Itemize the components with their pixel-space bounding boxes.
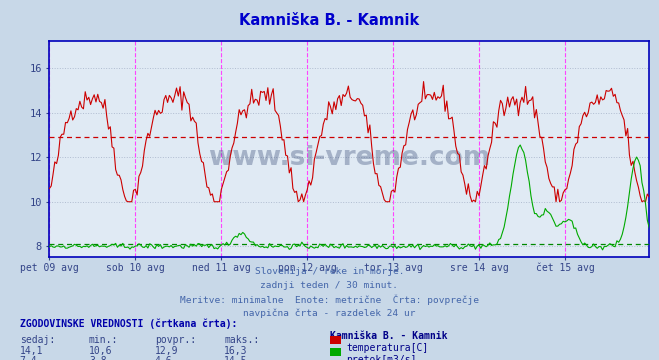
Text: Meritve: minimalne  Enote: metrične  Črta: povprečje: Meritve: minimalne Enote: metrične Črta:… (180, 294, 479, 305)
Text: povpr.:: povpr.: (155, 335, 196, 345)
Text: navpična črta - razdelek 24 ur: navpična črta - razdelek 24 ur (243, 308, 416, 318)
Text: zadnji teden / 30 minut.: zadnji teden / 30 minut. (260, 281, 399, 290)
Text: 4,6: 4,6 (155, 356, 173, 360)
Text: Kamniška B. - Kamnik: Kamniška B. - Kamnik (239, 13, 420, 28)
Text: 3,8: 3,8 (89, 356, 107, 360)
Text: pretok[m3/s]: pretok[m3/s] (346, 355, 416, 360)
Text: Kamniška B. - Kamnik: Kamniška B. - Kamnik (330, 331, 447, 341)
Text: 14,1: 14,1 (20, 346, 43, 356)
Text: 10,6: 10,6 (89, 346, 113, 356)
Text: 16,3: 16,3 (224, 346, 248, 356)
Text: 14,5: 14,5 (224, 356, 248, 360)
Text: ZGODOVINSKE VREDNOSTI (črtkana črta):: ZGODOVINSKE VREDNOSTI (črtkana črta): (20, 319, 237, 329)
Text: 7,4: 7,4 (20, 356, 38, 360)
Text: sedaj:: sedaj: (20, 335, 55, 345)
Text: Slovenija / reke in morje.: Slovenija / reke in morje. (255, 267, 404, 276)
Text: min.:: min.: (89, 335, 119, 345)
Text: temperatura[C]: temperatura[C] (346, 343, 428, 353)
Text: 12,9: 12,9 (155, 346, 179, 356)
Text: www.si-vreme.com: www.si-vreme.com (208, 145, 490, 171)
Text: maks.:: maks.: (224, 335, 259, 345)
